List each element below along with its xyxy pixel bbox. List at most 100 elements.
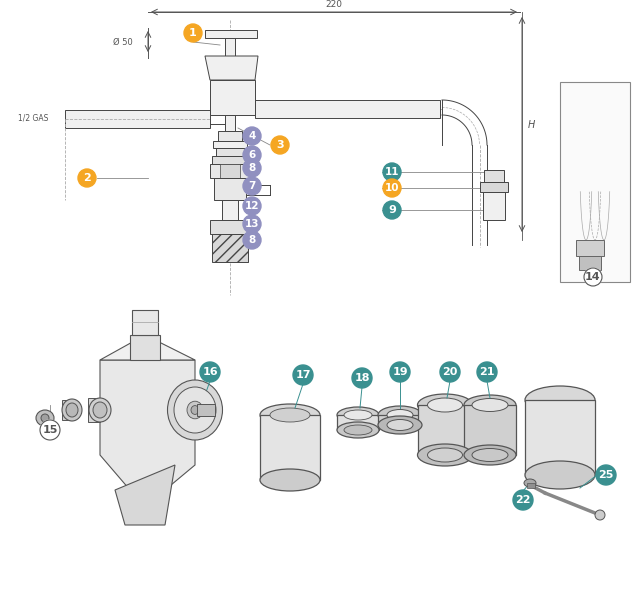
Circle shape (243, 177, 261, 195)
Circle shape (440, 362, 460, 382)
Circle shape (383, 201, 401, 219)
Ellipse shape (428, 448, 462, 462)
Polygon shape (130, 335, 160, 360)
Text: 10: 10 (385, 183, 399, 193)
Bar (378, 415, 422, 425)
Text: 14: 14 (586, 272, 601, 282)
Ellipse shape (525, 386, 595, 414)
Text: 8: 8 (248, 235, 256, 245)
Circle shape (352, 368, 372, 388)
Bar (579, 256, 601, 270)
Text: 1: 1 (189, 28, 197, 38)
Circle shape (596, 465, 616, 485)
Text: 15: 15 (42, 425, 58, 435)
Text: 7: 7 (248, 181, 256, 191)
Ellipse shape (168, 380, 223, 440)
Ellipse shape (174, 387, 216, 433)
Ellipse shape (387, 419, 413, 431)
Circle shape (293, 365, 313, 385)
Text: 18: 18 (354, 373, 370, 383)
Ellipse shape (270, 408, 310, 422)
Polygon shape (100, 335, 195, 360)
Ellipse shape (93, 402, 107, 418)
Ellipse shape (464, 395, 516, 415)
Bar (225, 115, 235, 131)
Bar (483, 192, 505, 220)
Ellipse shape (464, 445, 516, 465)
Circle shape (595, 510, 605, 520)
Ellipse shape (344, 425, 372, 435)
Text: 4: 4 (248, 131, 256, 141)
Bar (212, 234, 248, 262)
Bar (218, 131, 242, 141)
Text: 16: 16 (202, 367, 218, 377)
Text: 9: 9 (388, 205, 396, 215)
Circle shape (243, 159, 261, 177)
Ellipse shape (428, 398, 462, 412)
Text: 220: 220 (325, 0, 342, 9)
Ellipse shape (524, 479, 536, 487)
Circle shape (383, 179, 401, 197)
Bar (527, 483, 535, 488)
Text: 25: 25 (598, 470, 614, 480)
Bar (220, 164, 240, 178)
Polygon shape (205, 56, 258, 80)
Circle shape (243, 146, 261, 164)
Ellipse shape (472, 399, 508, 412)
Bar (210, 80, 255, 115)
Bar (260, 415, 320, 480)
Text: 22: 22 (516, 495, 531, 505)
Text: 11: 11 (385, 167, 399, 177)
Ellipse shape (472, 449, 508, 462)
Bar (225, 38, 235, 56)
Bar (210, 220, 250, 234)
Text: 13: 13 (245, 219, 259, 229)
Ellipse shape (344, 410, 372, 420)
Text: H: H (528, 120, 535, 130)
Bar (464, 405, 516, 455)
Circle shape (271, 136, 289, 154)
Circle shape (390, 362, 410, 382)
Circle shape (243, 197, 261, 215)
Ellipse shape (525, 461, 595, 489)
Ellipse shape (417, 394, 473, 416)
Bar (213, 141, 247, 148)
Circle shape (200, 362, 220, 382)
Polygon shape (115, 465, 175, 525)
Ellipse shape (41, 414, 49, 422)
Ellipse shape (387, 409, 413, 421)
Circle shape (40, 420, 60, 440)
Bar (210, 164, 250, 178)
Bar (212, 156, 248, 164)
Text: 3: 3 (276, 140, 284, 150)
Ellipse shape (337, 422, 379, 438)
Ellipse shape (378, 416, 422, 434)
Bar (214, 178, 246, 200)
Polygon shape (132, 310, 158, 335)
Text: 1/2 GAS: 1/2 GAS (18, 114, 48, 123)
Bar (418, 405, 472, 455)
Bar (337, 415, 379, 430)
Text: 17: 17 (295, 370, 311, 380)
Text: 12: 12 (245, 201, 259, 211)
Text: 20: 20 (442, 367, 458, 377)
Ellipse shape (187, 401, 203, 419)
Bar (525, 400, 595, 475)
Ellipse shape (66, 403, 78, 417)
Circle shape (383, 163, 401, 181)
Bar (205, 30, 257, 38)
Circle shape (243, 231, 261, 249)
Text: 6: 6 (248, 150, 256, 160)
Bar (222, 200, 238, 220)
Text: Ø 50: Ø 50 (113, 37, 133, 46)
Circle shape (584, 268, 602, 286)
Circle shape (513, 490, 533, 510)
Bar (560, 82, 630, 282)
Circle shape (243, 127, 261, 145)
Ellipse shape (378, 406, 422, 424)
Ellipse shape (191, 406, 199, 414)
Polygon shape (100, 360, 195, 490)
Ellipse shape (417, 444, 473, 466)
Text: 21: 21 (479, 367, 495, 377)
Bar (216, 148, 244, 156)
